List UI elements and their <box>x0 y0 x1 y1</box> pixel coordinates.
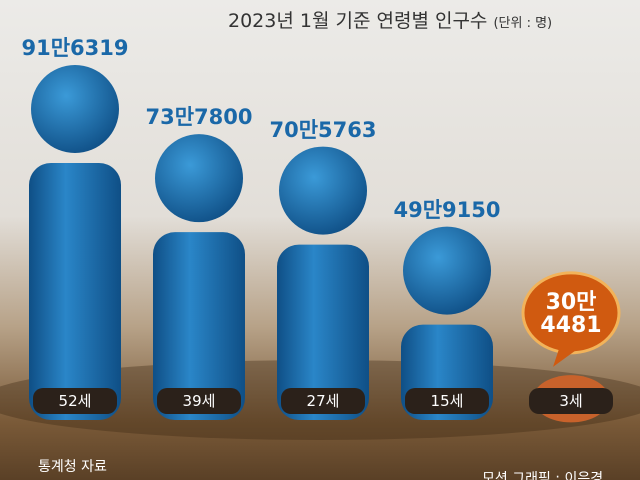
credit: 모션 그래픽 : 이은경 <box>482 471 604 480</box>
bubble-tail <box>553 348 575 367</box>
age-tag <box>157 388 241 414</box>
value-label: 49만9150 <box>393 197 501 222</box>
person-body <box>29 163 121 420</box>
age-tag <box>529 388 613 414</box>
age-label: 39세 <box>183 392 216 410</box>
chart-title: 2023년 1월 기준 연령별 인구수 <box>228 10 488 32</box>
person-body <box>277 244 369 420</box>
age-label: 27세 <box>307 392 340 410</box>
person-head <box>31 65 119 153</box>
person-body <box>153 232 245 420</box>
value-label: 30만 4481 <box>540 289 602 338</box>
person-head <box>155 134 243 223</box>
value-label: 70만5763 <box>269 117 377 142</box>
person-head <box>279 146 367 235</box>
age-tag <box>33 388 117 414</box>
age-tag <box>405 388 489 414</box>
value-label: 73만7800 <box>145 105 253 130</box>
age-label: 52세 <box>59 392 92 410</box>
age-label: 15세 <box>431 392 464 410</box>
value-label: 91만6319 <box>21 35 129 60</box>
unit: (단위 : 명) <box>493 16 553 31</box>
person <box>277 146 369 420</box>
person <box>29 65 121 420</box>
header: 2023년 1월 기준 연령별 인구수 (단위 : 명) <box>228 6 552 33</box>
person <box>153 134 245 420</box>
source: 통계청 자료 <box>38 459 107 475</box>
person-head <box>403 226 491 315</box>
age-tag <box>281 388 365 414</box>
age-label: 3세 <box>559 392 582 410</box>
